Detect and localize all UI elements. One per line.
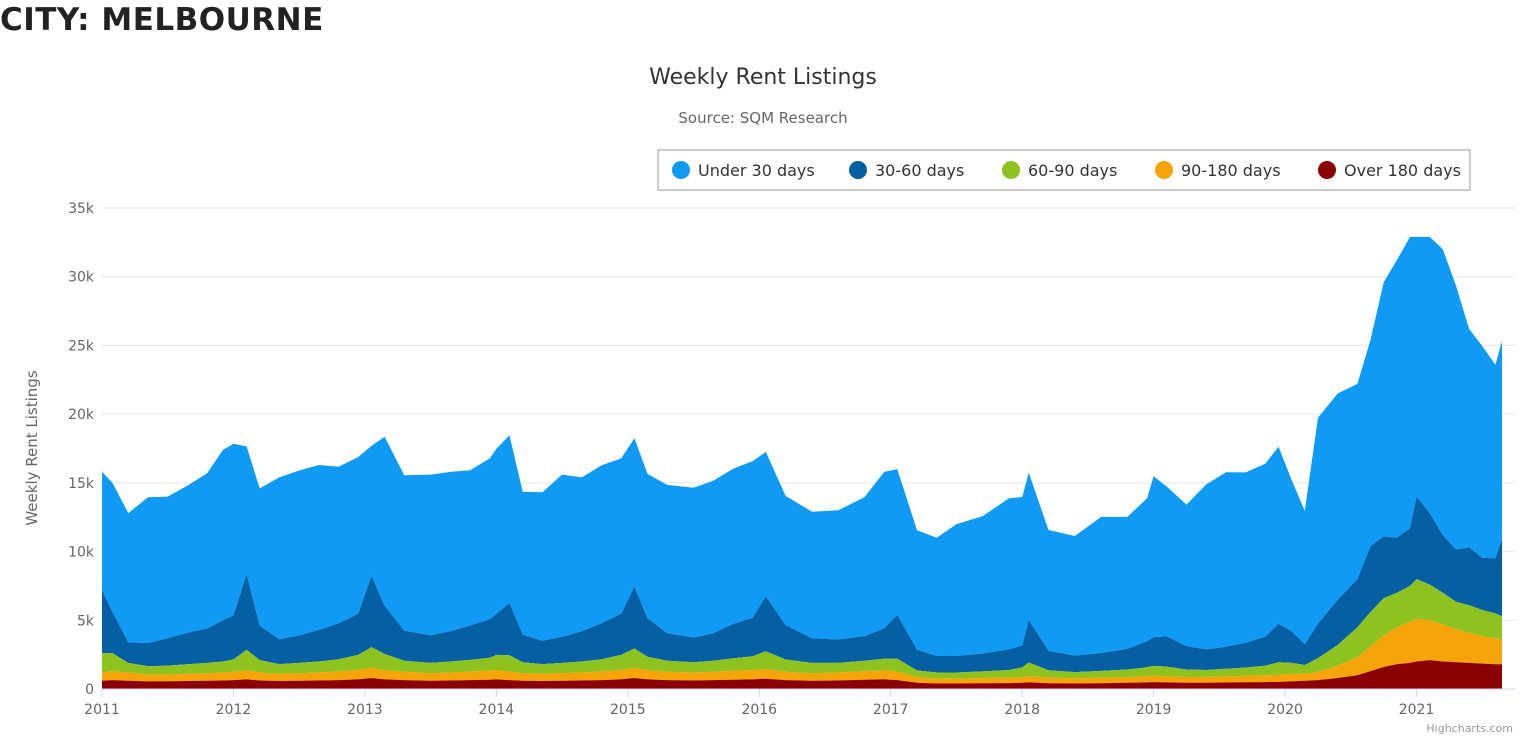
page-heading: CITY: MELBOURNE	[0, 2, 324, 38]
legend-label: 60-90 days	[1028, 161, 1117, 180]
y-tick-label: 20k	[68, 407, 95, 423]
y-axis-ticks: 0 5k 10k 15k 20k 25k 30k 35k	[68, 201, 95, 698]
area-30-60-days[interactable]	[102, 496, 1502, 673]
legend-label: Over 180 days	[1344, 161, 1461, 180]
area-90-180-days[interactable]	[102, 618, 1502, 684]
x-axis-ticks: 2011 2012 2013 2014 2015 2016 2017 2018 2019 2020…	[84, 689, 1434, 718]
x-tick-label: 2016	[741, 702, 777, 718]
y-tick-label: 25k	[68, 338, 95, 354]
legend-label: 90-180 days	[1181, 161, 1281, 180]
legend-label: 30-60 days	[875, 161, 964, 180]
legend-label: Under 30 days	[698, 161, 815, 180]
x-tick-label: 2017	[873, 702, 909, 718]
legend-item-60-90-days[interactable]: 60-90 days	[1002, 161, 1117, 180]
legend-item-under-30-days[interactable]: Under 30 days	[672, 161, 815, 180]
chart-subtitle: Source: SQM Research	[678, 109, 847, 127]
y-tick-label: 10k	[68, 545, 95, 561]
area-under-30-days[interactable]	[102, 236, 1502, 656]
x-tick-label: 2021	[1399, 702, 1435, 718]
x-tick-label: 2018	[1004, 702, 1040, 718]
y-tick-label: 5k	[77, 613, 95, 629]
credits-link[interactable]: Highcharts.com	[1426, 722, 1513, 735]
x-tick-label: 2014	[479, 702, 515, 718]
x-tick-label: 2015	[610, 702, 646, 718]
area-series	[102, 236, 1502, 689]
legend-marker	[849, 161, 867, 179]
x-tick-label: 2020	[1267, 702, 1303, 718]
y-tick-label: 35k	[68, 201, 95, 217]
chart-title: Weekly Rent Listings	[649, 65, 877, 90]
area-over-180-days[interactable]	[102, 660, 1502, 689]
x-tick-label: 2012	[216, 702, 252, 718]
legend-item-over-180-days[interactable]: Over 180 days	[1318, 161, 1461, 180]
x-tick-label: 2019	[1136, 702, 1172, 718]
chart-legend: Under 30 days 30-60 days 60-90 days 90-180 …	[657, 149, 1471, 191]
y-tick-label: 30k	[68, 270, 95, 286]
legend-marker	[1318, 161, 1336, 179]
legend-item-30-60-days[interactable]: 30-60 days	[849, 161, 964, 180]
y-tick-label: 15k	[68, 476, 95, 492]
legend-marker	[672, 161, 690, 179]
legend-marker	[1002, 161, 1020, 179]
x-tick-label: 2013	[347, 702, 383, 718]
legend-item-90-180-days[interactable]: 90-180 days	[1155, 161, 1281, 180]
legend-marker	[1155, 161, 1173, 179]
y-tick-label: 0	[85, 682, 94, 698]
x-tick-label: 2011	[84, 702, 120, 718]
y-axis-label: Weekly Rent Listings	[23, 370, 41, 525]
area-60-90-days[interactable]	[102, 579, 1502, 679]
